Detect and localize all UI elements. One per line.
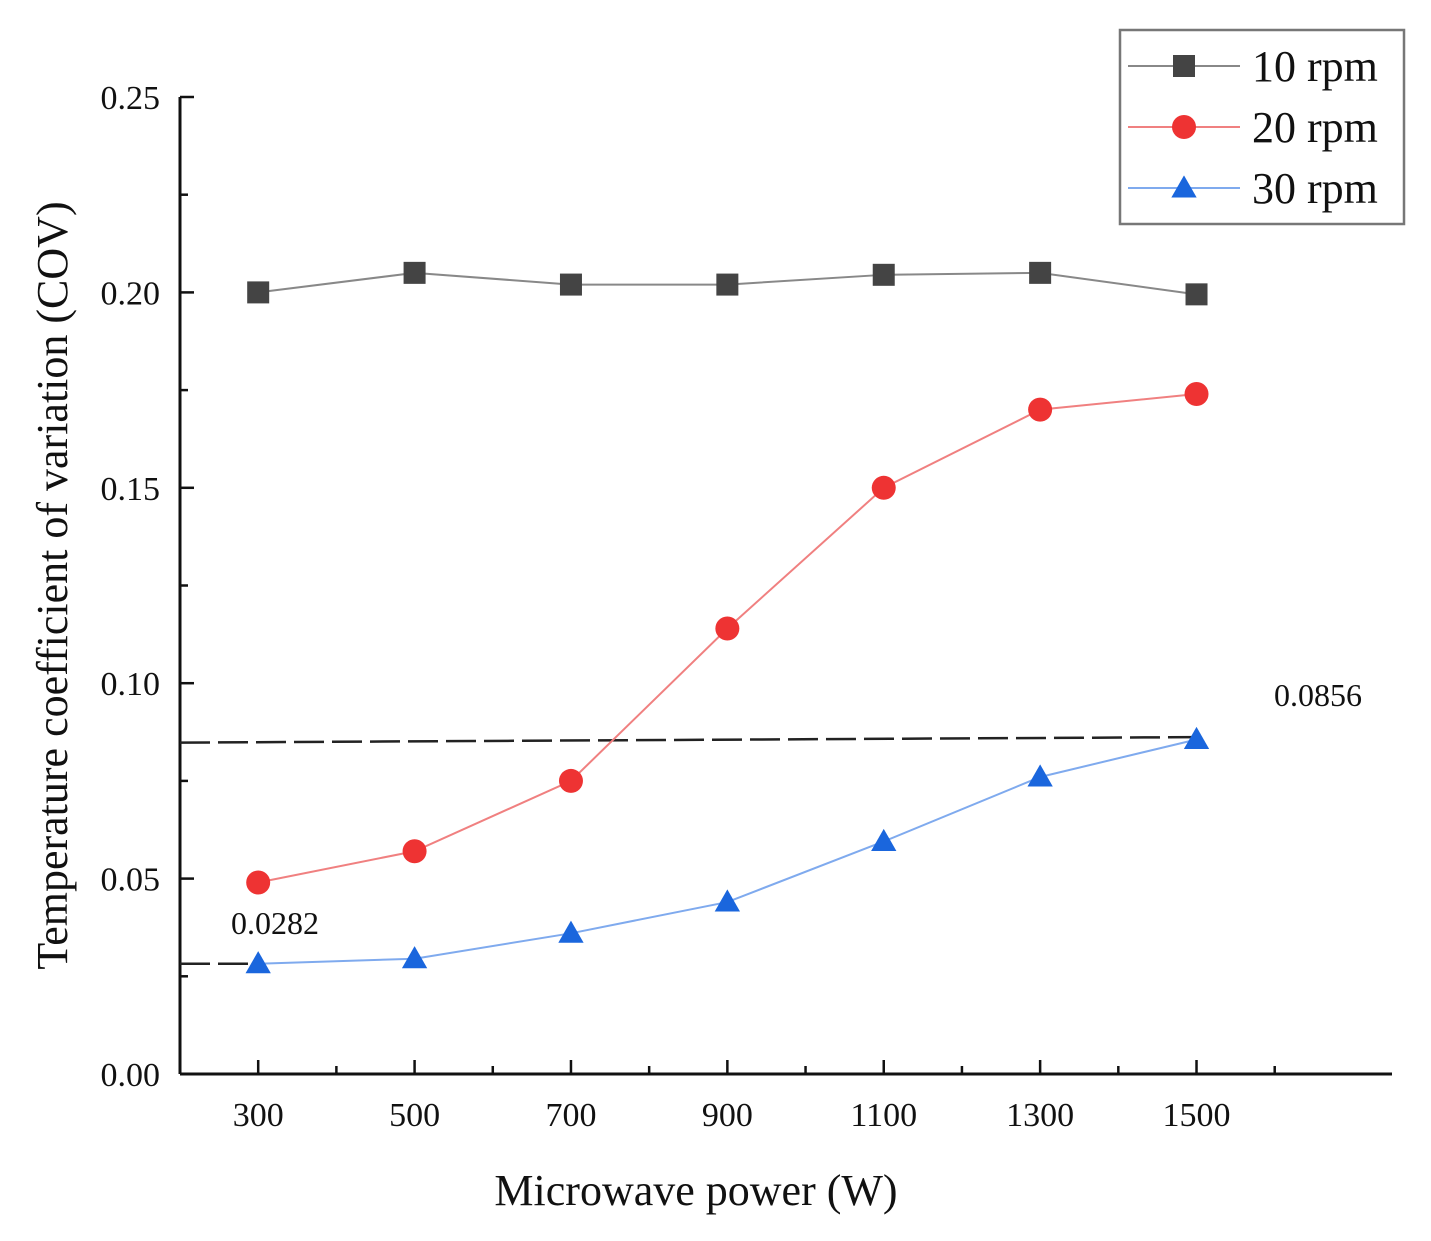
series-group bbox=[245, 261, 1210, 974]
data-point-square bbox=[872, 263, 895, 286]
legend-label: 20 rpm bbox=[1252, 103, 1378, 152]
data-point-triangle bbox=[245, 951, 271, 974]
reference-line bbox=[179, 735, 1197, 744]
data-point-circle bbox=[871, 475, 896, 500]
data-point-circle bbox=[1172, 115, 1196, 139]
series-line bbox=[258, 738, 1197, 965]
data-point-circle bbox=[558, 768, 583, 793]
y-tick-label: 0.15 bbox=[101, 471, 161, 508]
data-point-triangle bbox=[1171, 175, 1197, 198]
x-tick-label: 700 bbox=[545, 1097, 596, 1134]
series-30-rpm bbox=[245, 726, 1210, 974]
x-tick-label: 1300 bbox=[1006, 1097, 1074, 1134]
data-point-square bbox=[1029, 261, 1052, 284]
data-point-triangle bbox=[714, 889, 741, 912]
data-point-square bbox=[247, 281, 270, 304]
y-tick-label: 0.00 bbox=[101, 1057, 161, 1094]
annotations: 0.0856 0.0282 bbox=[231, 677, 1362, 941]
data-point-circle bbox=[1184, 382, 1209, 407]
data-point-circle bbox=[1028, 397, 1053, 422]
x-axis-title: Microwave power (W) bbox=[494, 1166, 897, 1215]
data-point-square bbox=[1173, 55, 1195, 77]
x-tick-label: 1500 bbox=[1163, 1097, 1231, 1134]
x-tick-label: 900 bbox=[702, 1097, 753, 1134]
data-point-circle bbox=[246, 870, 271, 895]
x-tick-label: 500 bbox=[389, 1097, 440, 1134]
x-tick-label: 300 bbox=[233, 1097, 284, 1134]
data-point-square bbox=[716, 273, 739, 296]
data-point-square bbox=[559, 273, 582, 296]
legend: 10 rpm 20 rpm 30 rpm bbox=[1118, 28, 1406, 226]
data-point-circle bbox=[402, 839, 427, 864]
legend-label: 30 rpm bbox=[1252, 164, 1378, 213]
y-axis-title: Temperature coefficient of variation (CO… bbox=[28, 201, 77, 969]
y-tick-label: 0.25 bbox=[101, 80, 161, 117]
x-tick-label: 1100 bbox=[850, 1097, 917, 1134]
data-point-triangle bbox=[401, 946, 428, 969]
data-point-circle bbox=[715, 616, 740, 641]
data-point-triangle bbox=[1183, 726, 1210, 749]
data-point-square bbox=[1185, 283, 1208, 306]
annotation-label: 0.0856 bbox=[1274, 677, 1362, 713]
data-point-triangle bbox=[871, 828, 897, 851]
y-tick-label: 0.20 bbox=[101, 275, 161, 312]
data-point-triangle bbox=[558, 920, 584, 943]
axes: 0.00 0.05 0.10 0.15 0.20 0.25 300 500 700 900 1100… bbox=[28, 80, 1392, 1215]
data-point-triangle bbox=[1027, 764, 1053, 787]
legend-label: 10 rpm bbox=[1252, 42, 1378, 91]
annotation-label: 0.0282 bbox=[231, 905, 319, 941]
series-20-rpm bbox=[246, 382, 1209, 895]
data-point-square bbox=[403, 261, 426, 284]
series-10-rpm bbox=[247, 261, 1208, 306]
y-tick-label: 0.05 bbox=[101, 862, 161, 899]
y-tick-label: 0.10 bbox=[101, 666, 161, 703]
reference-lines bbox=[179, 735, 1197, 966]
